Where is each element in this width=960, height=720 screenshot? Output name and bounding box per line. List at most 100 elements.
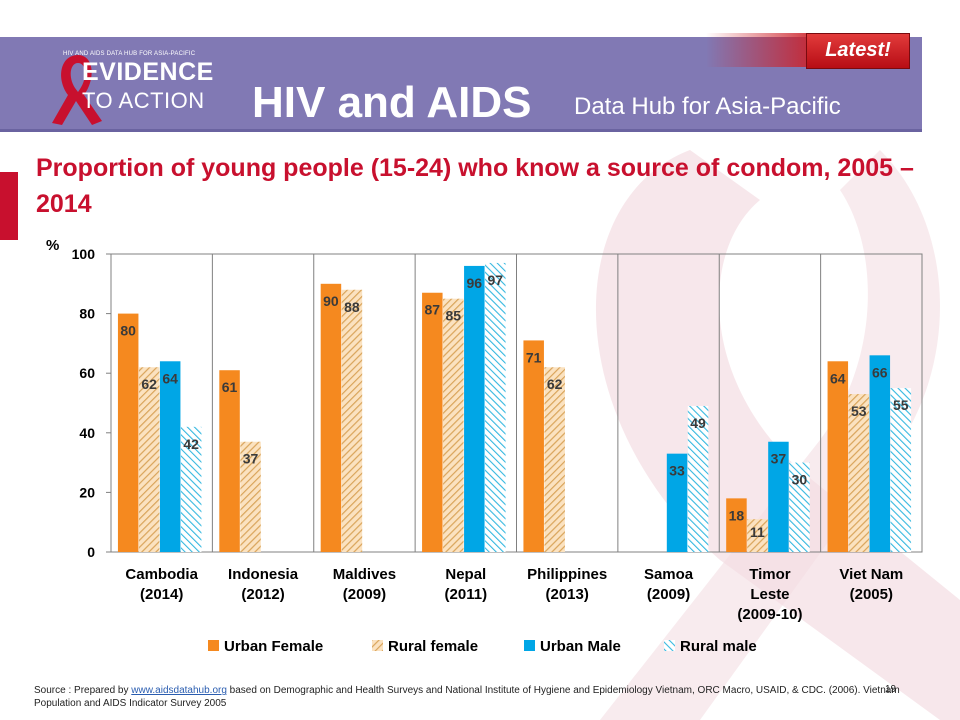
bar [117,313,139,552]
bar [666,453,688,552]
data-label: 61 [222,379,238,395]
x-tick-label: Samoa [644,566,694,583]
bar [869,355,891,552]
page-number: 19 [885,684,897,695]
bar [464,265,485,552]
bar [687,405,709,552]
x-tick-label: (2013) [546,586,589,603]
data-label: 85 [446,308,462,324]
data-label: 66 [872,364,888,380]
bar [138,367,160,552]
bar [485,262,506,552]
x-tick-label: (2009-10) [737,606,802,623]
legend-swatch [208,640,219,651]
data-label: 30 [792,472,808,488]
chart-x-axis-labels: Cambodia (2014) Indonesia (2012) Maldives (20… [125,566,903,623]
bar [180,426,202,552]
x-tick-label: (2014) [140,586,183,603]
bar [422,292,443,552]
y-tick-label: 60 [79,365,95,381]
x-tick-label: (2012) [241,586,284,603]
data-label: 53 [851,403,867,419]
data-label: 96 [467,275,483,291]
bar [544,367,565,552]
y-tick-label: 0 [87,544,95,560]
y-tick-label: 40 [79,425,95,441]
legend-label: Urban Male [540,638,621,655]
x-tick-label: (2011) [445,586,488,603]
latest-badge-fade [706,33,806,67]
header-sub-title: Data Hub for Asia-Pacific [574,93,841,120]
y-tick-label: 100 [72,246,96,262]
x-tick-label: (2005) [850,586,893,603]
slide-title: Proportion of young people (15-24) who k… [36,154,914,218]
data-label: 90 [323,293,339,309]
slide-accent-tab [0,172,18,240]
data-label: 33 [669,463,685,479]
bar [341,289,363,552]
bar [726,498,747,552]
bar [768,441,789,552]
latest-badge[interactable]: Latest! [806,33,910,69]
data-label: 64 [830,370,846,386]
legend-label: Urban Female [224,638,323,655]
x-tick-label: Timor [749,566,791,583]
bar [523,340,544,552]
data-label: 18 [729,507,745,523]
source-prefix: Source : Prepared by [34,685,132,696]
data-label: 80 [120,323,136,339]
source-note: Source : Prepared by www.aidsdatahub.org… [34,684,934,710]
legend-label: Rural female [388,638,478,655]
bar [240,441,261,552]
bar [219,370,240,552]
x-tick-label: Leste [750,586,789,603]
data-label: 37 [771,451,787,467]
bar [789,462,810,552]
logo-evidence-text: EVIDENCE [82,58,214,86]
data-label: 88 [344,299,360,315]
evidence-to-action-logo [16,37,230,129]
source-suffix: based on Demographic and Health Surveys … [34,685,900,709]
x-tick-label: Nepal [445,566,486,583]
chart-bars [117,262,912,552]
data-label: 62 [141,376,157,392]
bar [443,298,464,552]
x-tick-label: (2009) [343,586,386,603]
x-tick-label: (2009) [647,586,690,603]
data-label: 64 [162,370,178,386]
data-label: 97 [488,272,504,288]
legend-swatch [524,640,535,651]
bar [159,361,181,552]
bar [848,394,870,552]
chart-axes: 0 20 40 60 80 100% [46,237,923,560]
data-label: 37 [243,451,259,467]
legend-swatch [372,640,383,651]
data-label: 71 [526,349,542,365]
bar [747,519,768,552]
data-label: 11 [750,524,765,540]
bar [890,388,912,552]
x-tick-label: Philippines [527,566,607,583]
data-label: 55 [893,397,909,413]
data-label: 62 [547,376,563,392]
red-ribbon-icon [52,55,102,125]
x-tick-label: Indonesia [228,566,299,583]
source-link[interactable]: www.aidsdatahub.org [131,685,227,696]
data-label: 87 [425,302,441,318]
y-axis-label: % [46,237,59,254]
bar [320,283,342,552]
chart-data-labels: 80 62 64 42 61 37 90 88 87 85 96 97 71 62 33 49 18 11 37 30… [120,272,908,540]
x-tick-label: Viet Nam [839,566,903,583]
x-tick-label: Maldives [333,566,396,583]
data-label: 49 [690,415,706,431]
y-tick-label: 80 [79,306,95,322]
x-tick-label: Cambodia [125,566,198,583]
y-tick-label: 20 [79,484,95,500]
data-label: 42 [183,436,199,452]
legend-label: Rural male [680,638,757,655]
legend-swatch [664,640,675,651]
logo-action-text: TO ACTION [82,88,205,113]
logo-tagline: HIV AND AIDS DATA HUB FOR ASIA-PACIFIC [63,51,196,57]
header-main-title: HIV and AIDS [252,78,532,127]
